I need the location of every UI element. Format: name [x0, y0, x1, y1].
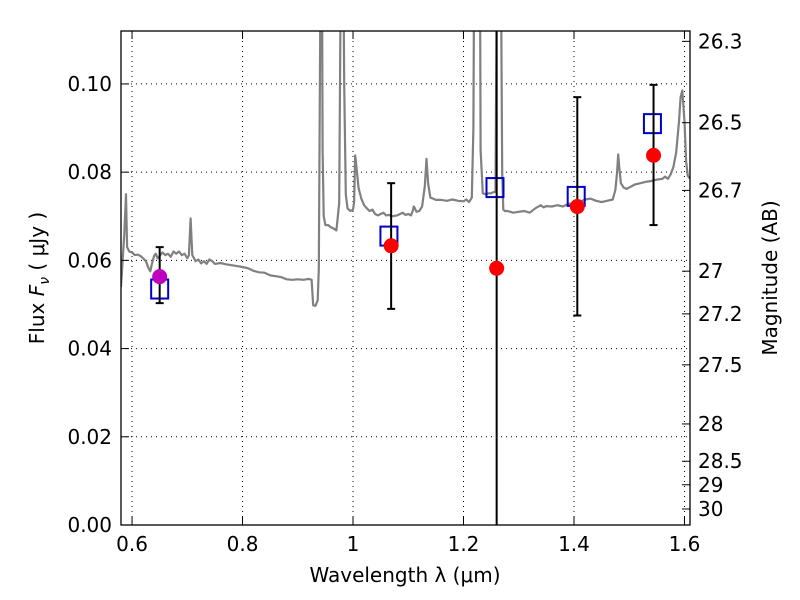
x-tick-label: 0.6: [116, 532, 148, 556]
y-tick-label: 0.10: [67, 72, 112, 96]
x-tick-label: 0.8: [227, 532, 259, 556]
grid-lines: [121, 31, 690, 525]
observed-flux-point: [383, 238, 399, 254]
y-axis-title-symbol: F: [25, 284, 49, 296]
y2-tick-label: 27: [698, 259, 723, 283]
observed-flux-point: [569, 199, 585, 215]
y-tick-label: 0.08: [67, 160, 112, 184]
x-tick-label: 1: [347, 532, 360, 556]
y-tick-label: 0.00: [67, 513, 112, 537]
spectrum-line: [121, 31, 690, 307]
x-axis-title: Wavelength λ (μm): [309, 563, 500, 587]
axis-ticks: [121, 31, 690, 526]
model-flux-square: [485, 177, 505, 199]
y2-tick-label: 27.2: [698, 302, 743, 326]
model-flux-square: [642, 113, 662, 135]
plot-frame: [120, 30, 691, 526]
y2-tick-label: 30: [698, 497, 723, 521]
y-axis-title-prefix: Flux: [25, 296, 49, 344]
observed-flux-point: [646, 147, 662, 163]
y-tick-label: 0.04: [67, 337, 112, 361]
y2-tick-label: 26.3: [698, 29, 743, 53]
observed-flux-point: [489, 260, 505, 276]
x-tick-label: 1.4: [558, 532, 590, 556]
y2-tick-label: 29: [698, 473, 723, 497]
observed-flux-point: [152, 269, 168, 285]
x-tick-label: 1.2: [448, 532, 480, 556]
y2-tick-label: 26.7: [698, 178, 743, 202]
y-axis-title: Flux Fν ( μJy ): [25, 212, 53, 344]
y2-tick-label: 28.5: [698, 449, 743, 473]
tick-labels: 0.6 0.8 1 1.2 1.4 1.6 0.00 0.02 0.04 0.06 0.08 0.10…: [67, 29, 742, 556]
y-tick-label: 0.02: [67, 425, 112, 449]
y-axis-title-suffix: ( μJy ): [25, 212, 49, 277]
y-tick-label: 0.06: [67, 248, 112, 272]
y2-tick-label: 26.5: [698, 111, 743, 135]
y2-tick-label: 27.5: [698, 353, 743, 377]
y-axis-title-subscript: ν: [37, 277, 53, 285]
plot-area: [121, 31, 690, 525]
y2-tick-label: 28: [698, 412, 723, 436]
y2-axis-title: Magnitude (AB): [758, 200, 782, 355]
x-tick-label: 1.6: [669, 532, 701, 556]
